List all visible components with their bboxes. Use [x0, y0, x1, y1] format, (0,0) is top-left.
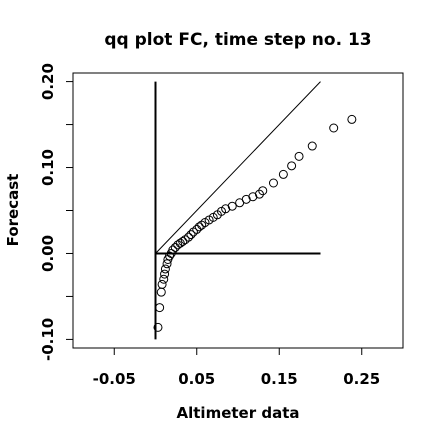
- data-point: [307, 141, 317, 151]
- data-point: [294, 151, 304, 161]
- data-point: [254, 189, 264, 199]
- data-point: [258, 186, 268, 196]
- data-point: [241, 194, 251, 204]
- data-point: [159, 274, 169, 284]
- x-axis-title: Altimeter data: [177, 404, 300, 422]
- x-tick-label: -0.05: [93, 370, 136, 388]
- chart-title: qq plot FC, time step no. 13: [104, 30, 371, 50]
- y-tick-label: 0.00: [39, 235, 57, 272]
- data-point: [268, 178, 278, 188]
- x-tick-label: 0.05: [178, 370, 215, 388]
- reference-lines: [154, 81, 321, 340]
- data-point: [160, 264, 170, 274]
- data-point: [248, 192, 258, 202]
- data-point: [160, 269, 170, 279]
- data-point: [278, 169, 288, 179]
- data-points: [153, 114, 357, 332]
- data-point: [347, 114, 357, 124]
- reference-line-2: [155, 81, 321, 254]
- y-axis: -0.10 0.00 0.10 0.20: [39, 63, 74, 361]
- data-point: [168, 245, 178, 255]
- data-point: [194, 222, 204, 232]
- x-axis: -0.05 0.05 0.15 0.25: [93, 347, 380, 388]
- data-point: [329, 123, 339, 133]
- data-point: [156, 287, 166, 297]
- data-point: [197, 220, 207, 230]
- data-point: [287, 161, 297, 171]
- x-tick-label: 0.25: [343, 370, 380, 388]
- x-tick-label: 0.15: [261, 370, 298, 388]
- data-point: [178, 236, 188, 246]
- y-tick-label: 0.20: [39, 63, 57, 100]
- y-tick-label: -0.10: [39, 318, 57, 361]
- data-point: [180, 235, 190, 245]
- data-point: [184, 232, 193, 242]
- data-point: [186, 230, 196, 240]
- data-point: [155, 303, 165, 313]
- y-axis-title: Forecast: [4, 174, 22, 247]
- data-point: [188, 227, 198, 237]
- data-point: [157, 279, 167, 289]
- data-point: [153, 322, 163, 332]
- data-point: [221, 204, 231, 214]
- data-point: [227, 201, 237, 211]
- plot-frame: [72, 72, 404, 349]
- y-tick-label: 0.10: [39, 149, 57, 186]
